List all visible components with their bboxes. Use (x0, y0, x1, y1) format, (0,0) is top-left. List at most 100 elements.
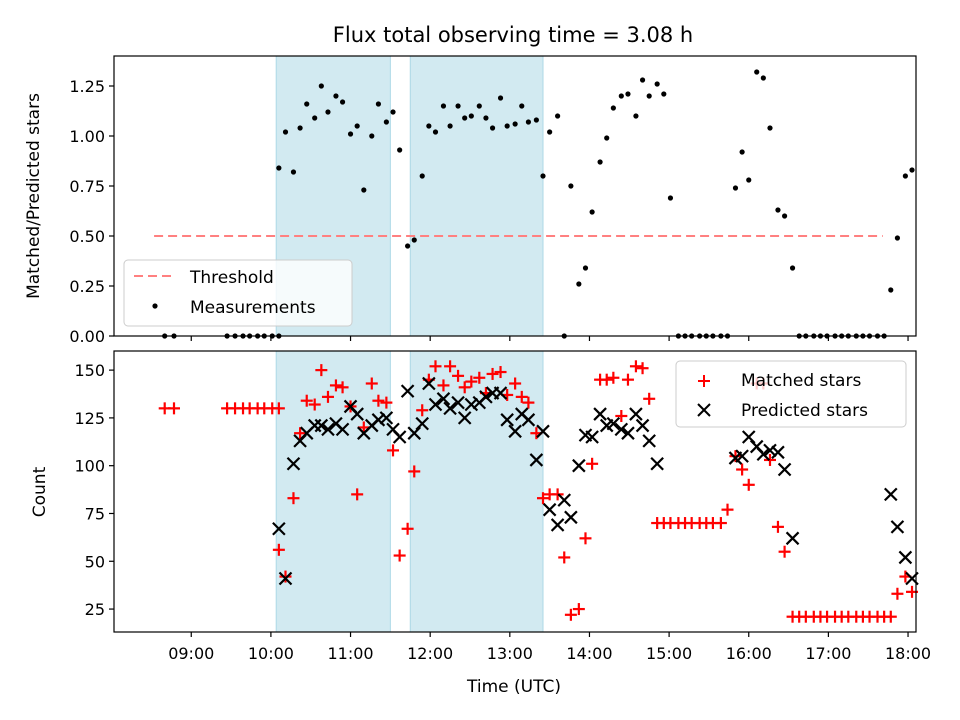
measurement-point (290, 169, 297, 175)
predicted-star-point (777, 462, 792, 477)
measurement-point (512, 121, 518, 127)
y-tick-label: 25 (85, 600, 105, 619)
matched-star-point (387, 444, 400, 457)
measurement-point (333, 93, 339, 99)
measurement-point (455, 103, 461, 109)
measurement-point (419, 173, 425, 179)
y-tick-label: 100 (74, 457, 105, 476)
matched-star-point (579, 532, 592, 545)
x-tick-label: 09:00 (168, 644, 214, 663)
measurement-point (312, 115, 318, 121)
matched-star-point (272, 543, 285, 556)
matched-star-point (351, 488, 364, 501)
y-tick-label: 0.25 (69, 277, 105, 296)
measurement-point (375, 101, 382, 107)
measurement-point (405, 243, 411, 249)
predicted-star-point (536, 424, 550, 439)
matched-star-point (564, 608, 577, 621)
predicted-star-point (464, 397, 479, 412)
measurement-point (661, 91, 667, 97)
matched-star-point (315, 364, 328, 377)
matched-star-point (294, 427, 307, 440)
x-tick-label: 16:00 (726, 644, 772, 663)
measurement-point (462, 115, 468, 121)
predicted-star-point (735, 449, 749, 463)
measurement-point (894, 235, 901, 241)
predicted-star-point (890, 520, 905, 534)
measurement-point (555, 113, 561, 119)
measurement-point (504, 123, 510, 129)
predicted-star-point (350, 407, 364, 421)
measurement-point (318, 83, 324, 89)
matched-star-point (629, 360, 642, 373)
x-tick-label: 18:00 (885, 644, 931, 663)
matched-star-point (771, 520, 784, 533)
measurement-point (547, 129, 553, 135)
predicted-star-point (407, 426, 422, 440)
predicted-star-point (400, 384, 415, 398)
count-panel: 25 50 75 100 125 150 09:00 10:00 11:00 12:00 13:0… (30, 350, 931, 663)
predicted-star-point (335, 422, 350, 437)
matched-star-point (336, 381, 349, 394)
ratio-panel: 0.00 0.25 0.50 0.75 1.00 1.25 Matched/Predict… (24, 55, 917, 346)
predicted-star-point (542, 502, 557, 517)
matched-star-point (365, 377, 378, 390)
matched-star-point (729, 450, 742, 463)
measurement-point (767, 125, 773, 131)
predicted-star-point (500, 413, 514, 427)
measurement-point (489, 125, 496, 131)
predicted-star-point (371, 413, 386, 427)
matched-star-point (437, 379, 450, 392)
matched-star-point (429, 360, 442, 373)
predicted-star-point (557, 493, 572, 507)
predicted-legend-label: Predicted stars (741, 401, 868, 421)
matched-star-point (458, 381, 471, 394)
matched-star-point (600, 373, 613, 386)
predicted-star-point (379, 411, 394, 425)
measurement-point (525, 119, 532, 125)
predicted-star-point (884, 487, 898, 502)
measurement-point (754, 69, 760, 75)
predicted-star-point (629, 407, 643, 421)
x-axis-label: Time (UTC) (466, 677, 561, 697)
measurement-point (497, 95, 504, 101)
matched-star-point (279, 570, 292, 583)
x-tick-label: 13:00 (487, 644, 533, 663)
matched-star-point (321, 390, 334, 403)
ratio-y-axis: 0.00 0.25 0.50 0.75 1.00 1.25 (69, 77, 114, 346)
y-tick-label: 1.00 (69, 127, 105, 146)
measurement-point (789, 265, 796, 271)
count-y-axis-label: Count (30, 466, 50, 517)
count-points (158, 360, 919, 623)
measurement-point (397, 147, 403, 153)
matched-star-point (891, 587, 904, 600)
matched-star-point (416, 404, 429, 417)
count-plot-frame (113, 350, 917, 633)
predicted-star-point (321, 422, 335, 437)
measurement-point (347, 131, 354, 137)
measurement-point (519, 103, 525, 109)
measurement-point (483, 115, 489, 121)
predicted-star-point (593, 407, 607, 421)
measurement-point (633, 113, 639, 119)
matched-star-point (515, 390, 528, 403)
measurement-point (597, 159, 603, 165)
predicted-star-point (314, 418, 329, 433)
predicted-star-point (493, 386, 508, 400)
count-legend: Matched stars Predicted stars (675, 360, 907, 428)
predicted-star-point (422, 376, 436, 391)
predicted-star-point (614, 422, 629, 437)
y-tick-label: 150 (74, 361, 105, 380)
predicted-star-point (763, 443, 777, 458)
predicted-star-point (756, 447, 771, 462)
measurement-point (604, 135, 610, 141)
measurement-point (746, 177, 752, 183)
measurement-point (432, 129, 439, 135)
measurement-point (440, 103, 447, 109)
measurement-point (297, 125, 303, 131)
measurement-point (282, 129, 289, 135)
matched-star-point (452, 369, 465, 382)
matched-star-point (272, 402, 285, 415)
y-tick-label: 0.50 (69, 227, 105, 246)
